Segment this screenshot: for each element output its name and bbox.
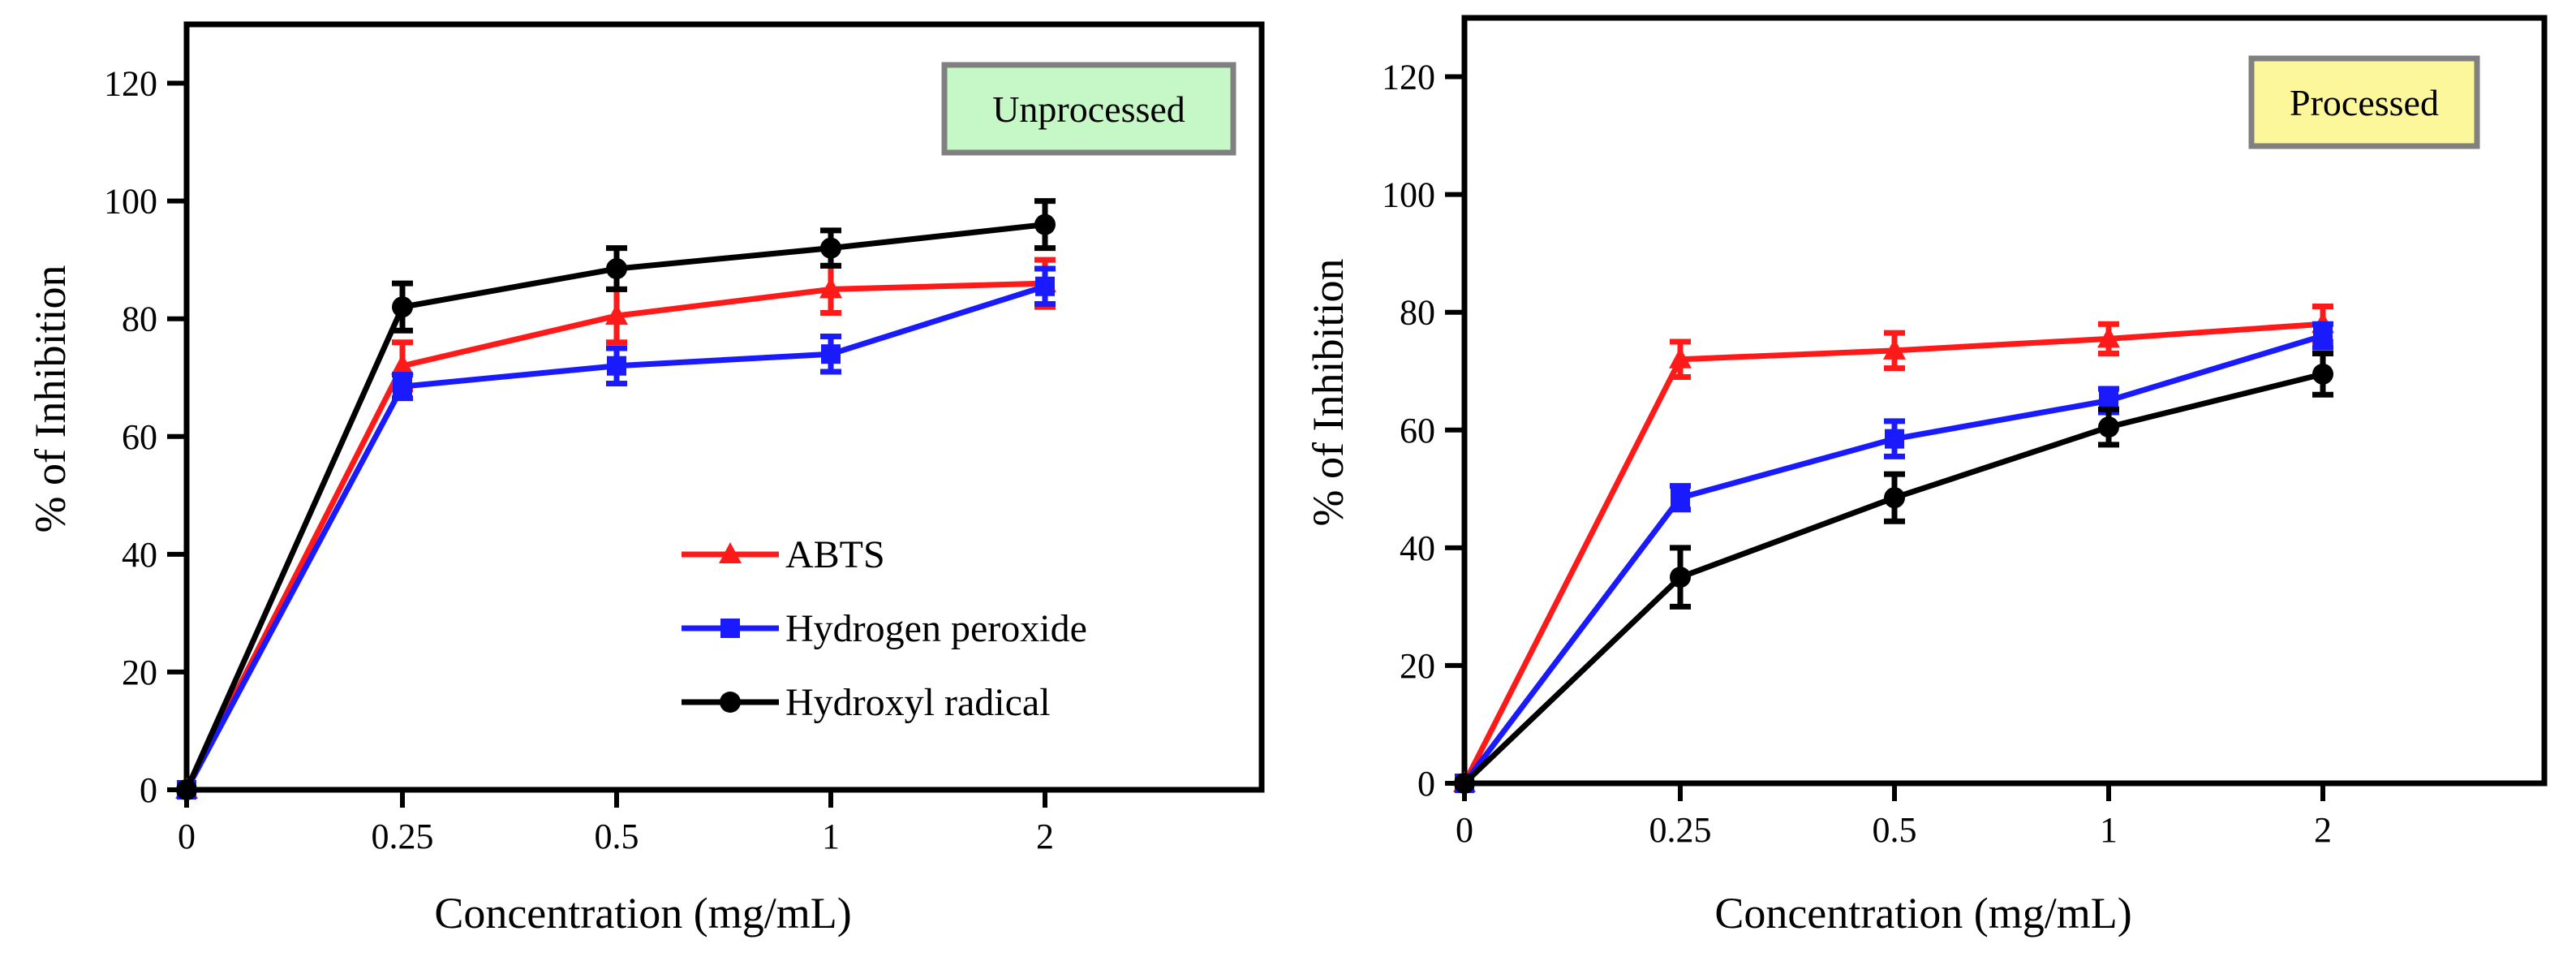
data-point xyxy=(1034,213,1056,235)
data-point xyxy=(605,304,628,325)
data-point xyxy=(393,377,412,397)
series-line xyxy=(1461,321,2324,785)
x-axis-title: Concentration (mg/mL) xyxy=(1714,889,2131,938)
data-point xyxy=(2313,325,2333,346)
data-point xyxy=(1883,338,1906,360)
y-axis-title: % of Inhibition xyxy=(26,265,75,533)
legend-marker xyxy=(720,692,741,713)
data-point xyxy=(819,277,842,299)
x-tick-label: 1 xyxy=(822,817,840,856)
title-badge xyxy=(941,62,1236,156)
x-tick-label: 0.25 xyxy=(372,817,434,856)
x-tick-label: 0.5 xyxy=(1873,810,1917,850)
y-tick-label: 80 xyxy=(1400,293,1435,333)
y-tick-label: 0 xyxy=(140,770,157,810)
y-tick-label: 60 xyxy=(1400,411,1435,450)
chart-title: Processed xyxy=(2290,82,2439,123)
data-point xyxy=(606,258,627,280)
x-tick-label: 1 xyxy=(2100,810,2118,850)
data-point xyxy=(2098,416,2119,438)
data-point xyxy=(1669,347,1692,369)
panel-2: 0 20 40 60 80 100 120 0 0.25 0.5 1 2 Concentration (… xyxy=(1304,15,2548,938)
y-tick-label: 80 xyxy=(122,300,157,339)
data-point xyxy=(1671,488,1690,508)
panel-1: 0 20 40 60 80 100 120 0 0.25 0.5 1 2 Concentration (… xyxy=(26,21,1265,938)
y-tick-label: 100 xyxy=(104,182,157,222)
series-hydrogen-peroxide xyxy=(1455,321,2333,793)
data-point xyxy=(1884,487,1905,509)
series-hydroxyl-radical xyxy=(1454,350,2333,794)
y-tick-label: 20 xyxy=(1400,646,1435,686)
data-point xyxy=(820,237,841,259)
x-axis-title: Concentration (mg/mL) xyxy=(434,889,851,938)
chart-title: Unprocessed xyxy=(992,88,1185,130)
data-point xyxy=(392,296,413,318)
y-tick-label: 0 xyxy=(1417,764,1435,804)
y-tick-label: 100 xyxy=(1382,175,1435,215)
data-point xyxy=(1454,773,1475,794)
data-point xyxy=(607,356,626,376)
x-tick-label: 0 xyxy=(1456,810,1473,850)
legend-label: ABTS xyxy=(785,533,885,576)
y-tick-label: 120 xyxy=(1382,58,1435,97)
legend-label: Hydroxyl radical xyxy=(785,681,1051,724)
data-point xyxy=(821,344,841,364)
data-point xyxy=(391,353,414,375)
y-tick-label: 120 xyxy=(104,64,157,104)
plot-frame xyxy=(1461,15,2548,787)
data-point xyxy=(1885,429,1904,449)
x-tick-label: 0 xyxy=(178,817,196,856)
series-hydroxyl-radical xyxy=(176,198,1056,800)
legend-marker xyxy=(720,619,740,638)
x-tick-label: 0.25 xyxy=(1649,810,1712,850)
y-tick-label: 60 xyxy=(122,417,157,457)
y-axis-title: % of Inhibition xyxy=(1304,259,1353,527)
legend: ABTS Hydrogen peroxide Hydroxyl radical xyxy=(682,533,1087,724)
series-hydrogen-peroxide xyxy=(177,265,1056,800)
y-tick-label: 40 xyxy=(122,535,157,575)
series-line xyxy=(1462,333,2324,786)
data-point xyxy=(1670,567,1691,588)
data-point xyxy=(176,779,197,800)
legend-label: Hydrogen peroxide xyxy=(785,607,1087,650)
data-point xyxy=(2097,326,2120,348)
x-tick-label: 0.5 xyxy=(595,817,639,856)
y-tick-label: 20 xyxy=(122,653,157,692)
data-point xyxy=(1035,276,1055,296)
data-point xyxy=(2312,363,2333,385)
series-abts xyxy=(1453,303,2334,792)
y-tick-label: 40 xyxy=(1400,528,1435,568)
title-badge xyxy=(2248,55,2480,149)
x-tick-label: 2 xyxy=(2314,810,2332,850)
legend-marker xyxy=(719,542,742,563)
plot-frame xyxy=(183,21,1265,793)
x-tick-label: 2 xyxy=(1036,817,1054,856)
